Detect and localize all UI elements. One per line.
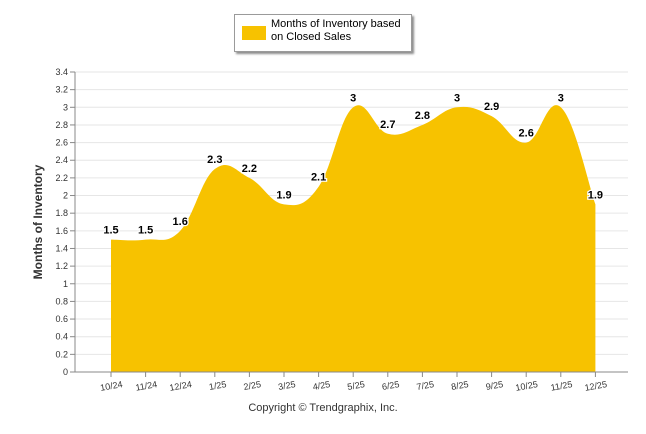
y-tick-label: 1.6 <box>55 226 68 236</box>
x-tick-label: 7/25 <box>416 379 435 392</box>
data-label: 1.9 <box>276 189 291 201</box>
data-label: 2.7 <box>380 119 395 131</box>
y-tick-label: 1.8 <box>55 208 68 218</box>
y-tick-label: 2 <box>63 191 68 201</box>
x-tick-label: 1/25 <box>208 379 227 392</box>
data-label: 2.1 <box>311 172 326 184</box>
y-tick-label: 3.2 <box>55 85 68 95</box>
y-tick-label: 0.6 <box>55 314 68 324</box>
data-label: 1.9 <box>588 189 603 201</box>
y-tick-label: 0 <box>63 367 68 377</box>
data-labels: 1.5 1.5 1.6 2.3 2.2 1.9 2.1 3 2.7 2.8 3 2.9 2.6 3 1.9 <box>102 91 604 238</box>
x-tick-label: 3/25 <box>277 379 296 392</box>
x-tick-label: 10/25 <box>515 379 539 393</box>
data-label: 2.6 <box>519 128 534 140</box>
data-label: 1.6 <box>173 216 188 228</box>
x-tick-label: 6/25 <box>381 379 400 392</box>
data-label: 3 <box>558 92 564 104</box>
y-tick-label: 1.2 <box>55 261 68 271</box>
data-label: 3 <box>454 92 460 104</box>
legend-swatch <box>242 26 266 40</box>
y-tick-label: 1.4 <box>55 243 68 253</box>
copyright-text: Copyright © Trendgraphix, Inc. <box>248 402 398 414</box>
data-label: 1.5 <box>138 225 153 237</box>
x-tick-label: 11/24 <box>135 379 158 393</box>
x-tick-label: 8/25 <box>450 379 469 392</box>
y-tick-label: 0.2 <box>55 349 68 359</box>
data-label: 2.9 <box>484 101 499 113</box>
x-tick-label: 12/25 <box>584 379 608 393</box>
y-tick-label: 2.4 <box>55 155 68 165</box>
y-tick-label: 0.8 <box>55 296 68 306</box>
y-tick-label: 2.6 <box>55 138 68 148</box>
axes <box>74 72 628 373</box>
y-tick-label: 3 <box>63 102 68 112</box>
x-tick-label: 5/25 <box>347 379 366 392</box>
x-tick-label: 12/24 <box>169 379 193 393</box>
y-tick-label: 1 <box>63 279 68 289</box>
x-tick-label: 10/24 <box>99 379 123 393</box>
y-tick-label: 0.4 <box>55 332 68 342</box>
x-tick-label: 4/25 <box>312 379 331 392</box>
x-tick-label: 9/25 <box>485 379 504 392</box>
legend-label: Months of Inventory based on Closed Sale… <box>271 18 401 43</box>
data-label: 2.2 <box>242 163 257 175</box>
y-tick-labels: 0 0.2 0.4 0.6 0.8 1 1.2 1.4 1.6 1.8 2 2.2 2.4 2.6 2.8 3… <box>55 67 75 377</box>
legend: Months of Inventory based on Closed Sale… <box>234 14 412 52</box>
data-label: 2.8 <box>415 110 430 122</box>
y-axis-title: Months of Inventory <box>31 164 45 279</box>
data-label: 3 <box>350 92 356 104</box>
data-label: 2.3 <box>207 154 222 166</box>
y-tick-label: 2.8 <box>55 120 68 130</box>
x-tick-label: 2/25 <box>243 379 262 392</box>
data-label: 1.5 <box>103 225 118 237</box>
y-tick-label: 2.2 <box>55 173 68 183</box>
y-tick-label: 3.4 <box>55 67 68 77</box>
x-tick-label: 11/25 <box>550 379 573 393</box>
area-fill <box>111 105 596 372</box>
x-tick-labels: 10/24 11/24 12/24 1/25 2/25 3/25 4/25 5/25 6/25 7… <box>99 372 608 393</box>
area-series <box>111 105 596 372</box>
